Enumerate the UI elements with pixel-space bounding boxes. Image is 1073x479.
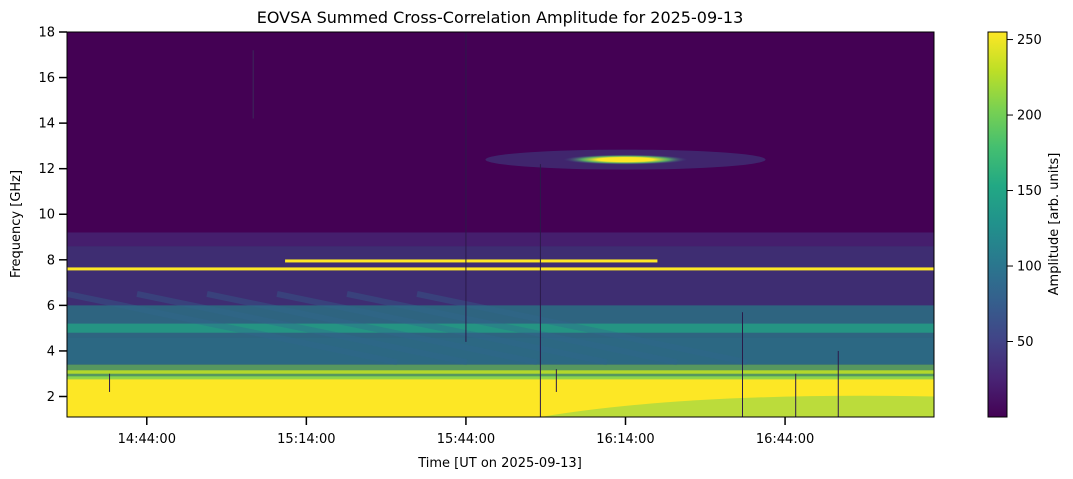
x-tick-label: 16:14:00 xyxy=(596,432,654,447)
y-axis: 2 4 6 8 10 12 14 16 18 xyxy=(38,26,67,405)
band-low-edge xyxy=(67,375,934,380)
y-tick-label: 2 xyxy=(47,390,55,405)
diagonal-streak xyxy=(136,291,468,366)
colorbar-tick-label: 150 xyxy=(1017,184,1042,199)
burst-core xyxy=(563,154,688,165)
plot-frame xyxy=(66,31,935,418)
band-5ghz xyxy=(67,323,934,333)
y-tick-label: 18 xyxy=(38,26,55,41)
diagonal-streak xyxy=(206,291,538,366)
y-tick-label: 4 xyxy=(47,344,55,359)
diagonal-streak xyxy=(276,291,608,366)
y-tick-label: 6 xyxy=(47,299,55,314)
x-tick-label: 14:44:00 xyxy=(118,432,176,447)
y-tick-label: 10 xyxy=(38,208,55,223)
x-tick-label: 15:44:00 xyxy=(437,432,495,447)
chart-title: EOVSA Summed Cross-Correlation Amplitude… xyxy=(257,8,744,27)
x-axis-label: Time [UT on 2025-09-13] xyxy=(417,456,582,471)
x-tick-label: 16:44:00 xyxy=(756,432,814,447)
low-band-dip xyxy=(540,395,934,417)
y-tick-label: 8 xyxy=(47,253,55,268)
band-9ghz xyxy=(67,232,934,247)
colorbar-axis: 50 100 150 200 250 xyxy=(1007,33,1042,350)
band-4ghz xyxy=(67,337,934,365)
band-3ghz-bright xyxy=(67,370,934,374)
diagonal-streak xyxy=(416,291,748,366)
y-tick-label: 12 xyxy=(38,162,55,177)
colorbar-tick-label: 250 xyxy=(1017,33,1042,48)
spectral-line xyxy=(67,267,934,271)
colorbar-tick-label: 200 xyxy=(1017,109,1042,124)
heatmap-plot-area xyxy=(67,32,934,417)
spectral-line xyxy=(285,259,658,263)
colorbar-tick-label: 100 xyxy=(1017,260,1042,275)
heatmap-bands xyxy=(67,32,934,417)
colorbar-tick-label: 50 xyxy=(1017,335,1034,350)
colorbar xyxy=(987,31,1008,418)
x-tick-label: 15:14:00 xyxy=(277,432,335,447)
diagonal-streak xyxy=(67,291,398,366)
diagonal-streak xyxy=(346,291,678,366)
y-tick-label: 16 xyxy=(38,71,55,86)
y-tick-label: 14 xyxy=(38,117,55,132)
colorbar-label: Amplitude [arb. units] xyxy=(1047,153,1062,296)
y-axis-label: Frequency [GHz] xyxy=(9,170,24,278)
x-axis: 14:44:00 15:14:00 15:44:00 16:14:00 16:44:00 xyxy=(118,417,814,447)
